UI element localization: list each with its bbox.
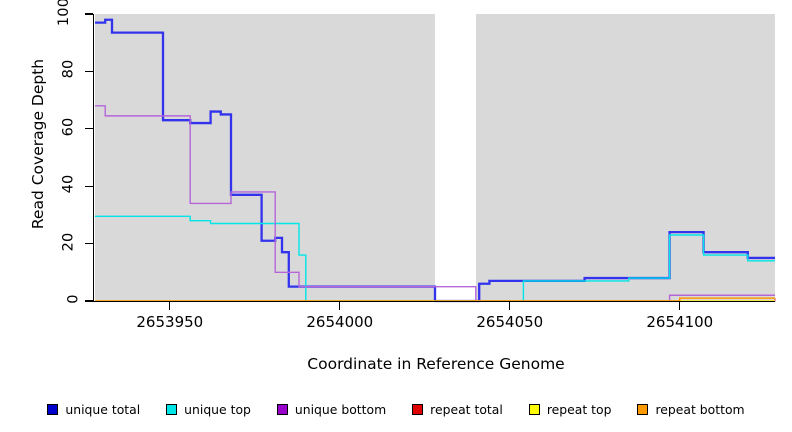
plot-panel <box>95 14 775 301</box>
y-axis-tick-label: 40 <box>0 174 78 194</box>
y-axis-tick-text: 40 <box>60 174 77 194</box>
x-axis-tick <box>339 302 341 310</box>
x-axis-tick <box>509 302 511 310</box>
x-axis-title: Coordinate in Reference Genome <box>307 355 565 373</box>
legend-item-repeat-top[interactable]: repeat top <box>528 401 612 417</box>
legend-label: repeat bottom <box>655 401 745 417</box>
legend-item-repeat-bottom[interactable]: repeat bottom <box>637 401 745 417</box>
legend-label: repeat total <box>430 401 503 417</box>
x-axis-tick <box>169 302 171 310</box>
square-swatch <box>637 403 649 415</box>
square-swatch <box>166 403 178 415</box>
square-swatch <box>412 403 424 415</box>
square-swatch <box>47 403 59 415</box>
x-axis-tick-label: 2654000 <box>306 313 374 331</box>
series-line-unique-total <box>95 20 775 301</box>
y-axis-tick <box>85 185 93 187</box>
y-axis-tick <box>85 128 93 130</box>
y-axis-tick-text: 100 <box>55 0 72 27</box>
x-axis-tick-label: 2654050 <box>476 313 544 331</box>
legend-label: unique top <box>184 401 251 417</box>
y-axis-tick-text: 60 <box>60 117 77 137</box>
legend-item-unique-bottom[interactable]: unique bottom <box>276 401 387 417</box>
series-line-unique-bottom <box>95 106 775 301</box>
y-axis-tick-text: 20 <box>60 232 77 252</box>
y-axis-tick <box>85 242 93 245</box>
y-axis-tick-label: 100 <box>0 0 78 26</box>
legend-label: unique total <box>65 401 141 417</box>
y-axis-tick-text: 80 <box>60 59 77 79</box>
plot-wrapper: Read Coverage Depth 0 20 40 60 80 100 2653950… <box>0 0 792 373</box>
square-swatch <box>528 403 540 415</box>
legend-item-repeat-total[interactable]: repeat total <box>412 402 503 417</box>
legend-item-unique-total[interactable]: unique total <box>47 402 140 417</box>
y-axis-tick-label: 60 <box>0 117 78 137</box>
x-axis-tick-label: 2653950 <box>136 313 204 331</box>
y-axis-tick-label: 80 <box>0 59 78 79</box>
no-data-gap-band <box>435 14 476 301</box>
y-axis-tick-text: 0 <box>65 294 82 304</box>
y-axis-tick <box>85 70 93 73</box>
legend-label: repeat top <box>546 401 612 417</box>
legend-label: unique bottom <box>294 401 387 417</box>
series-line-unique-top <box>95 216 775 301</box>
legend: unique total unique top unique bottom repea… <box>0 398 792 420</box>
y-axis-tick <box>85 300 93 302</box>
y-axis-tick-label: 20 <box>0 232 78 252</box>
series-canvas <box>95 14 775 301</box>
y-axis-tick <box>85 13 93 15</box>
x-axis-tick-label: 2654100 <box>646 313 714 331</box>
square-swatch <box>276 403 288 415</box>
x-axis-tick <box>679 302 681 310</box>
y-axis-tick-label: 0 <box>0 291 82 307</box>
x-axis-line <box>93 301 775 303</box>
y-axis-line <box>93 14 95 301</box>
legend-item-unique-top[interactable]: unique top <box>166 402 251 417</box>
